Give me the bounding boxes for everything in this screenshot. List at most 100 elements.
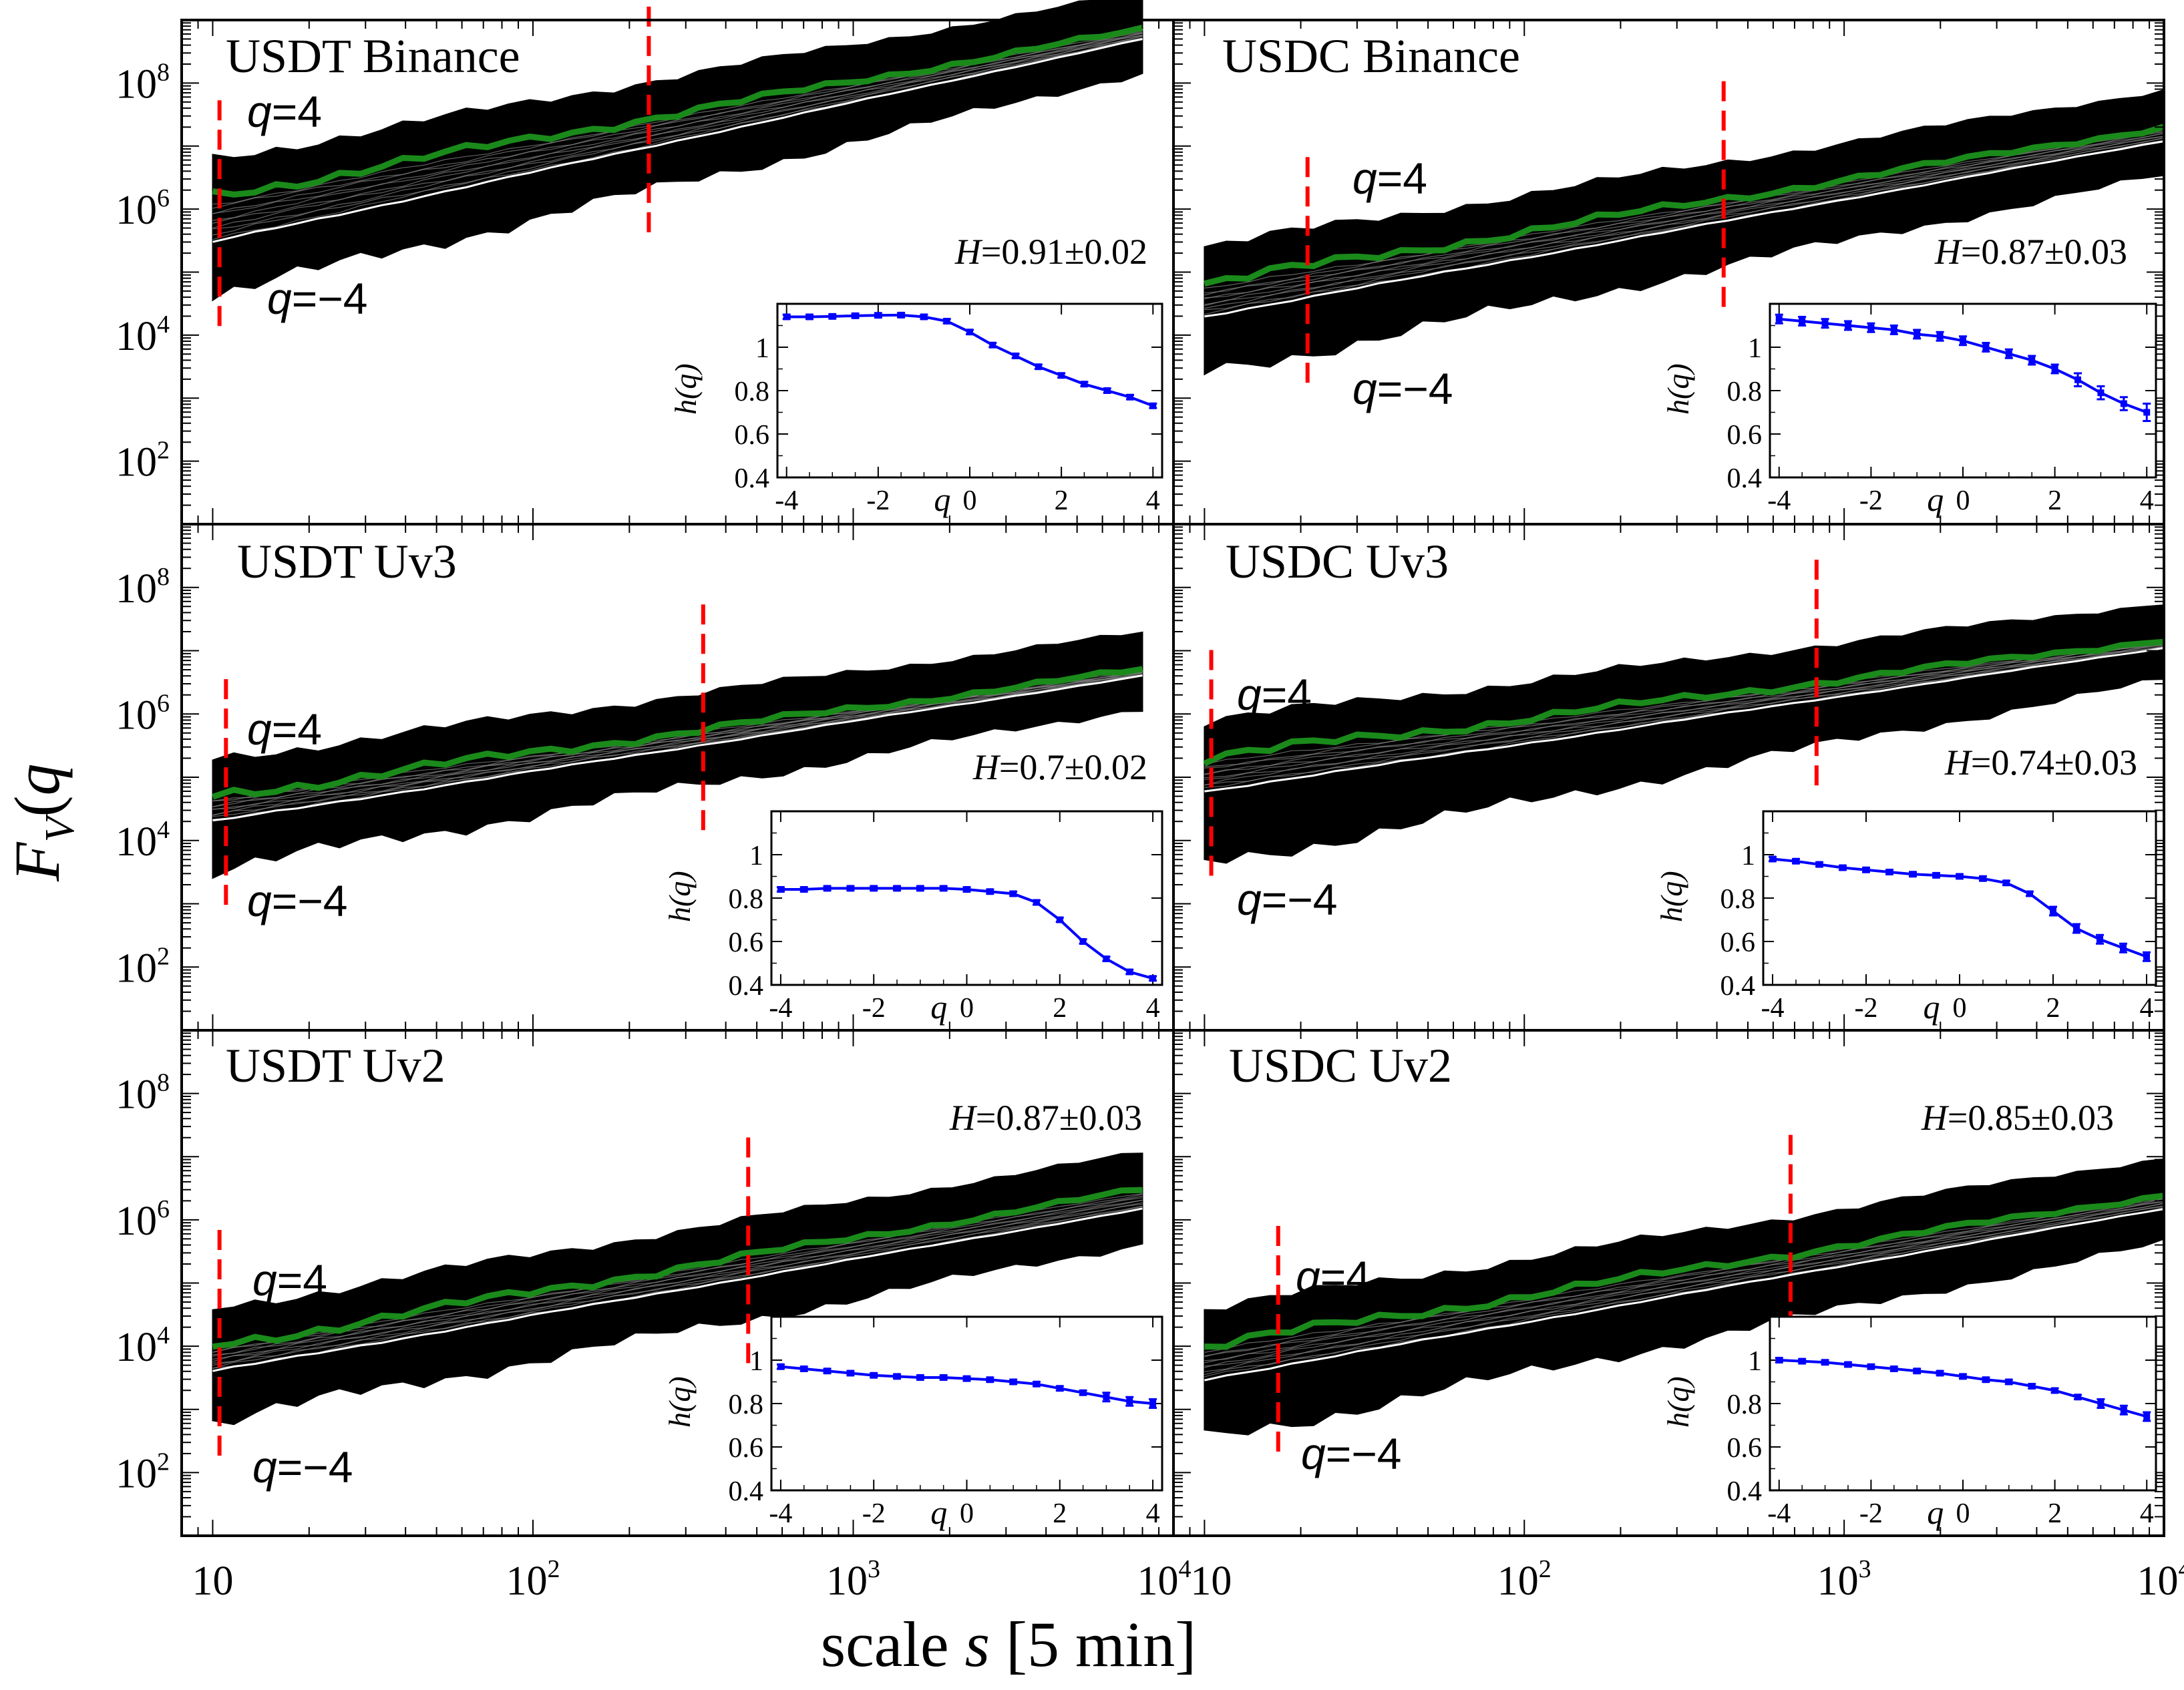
p1-inset-point — [1127, 393, 1133, 401]
p5-x-tick-label-2-exp: 3 — [868, 1555, 880, 1583]
p4-inset-x-tick-label-3: 2 — [2046, 993, 2060, 1024]
p6-inset-x-tick-label-4: 4 — [2140, 1498, 2154, 1529]
p4-q-curve-5 — [1204, 642, 2165, 775]
p3-inset-point — [940, 885, 947, 892]
p1-y-tick-label-1-exp: 4 — [157, 310, 170, 339]
p2-q-curve-7 — [1204, 132, 2165, 296]
p1-y-tick-label-3-base: 10 — [116, 61, 157, 107]
p3-y-tick-label-1-base: 10 — [116, 819, 157, 865]
p1-inset-x-tick-label-1: -2 — [866, 485, 890, 516]
x-axis-label-xlabel_var: s — [965, 1609, 990, 1680]
p5-hurst-label: H=0.87±0.03 — [949, 1098, 1142, 1138]
p4-inset-point — [2097, 935, 2103, 943]
p1-q-pos-label-value: =4 — [272, 87, 322, 136]
p1-inset-point — [898, 311, 905, 319]
svg-text:FV(q,s): FV(q,s) — [1, 761, 83, 882]
p1-inset-point — [989, 341, 996, 349]
p3-inset-point — [1079, 938, 1087, 945]
p1-inset-point — [1012, 353, 1019, 359]
p5-x-tick-label-2: 103 — [826, 1555, 880, 1604]
p2-q-pos-label-var: q — [1352, 154, 1377, 203]
p3-inset-ylabel: h(q) — [663, 871, 697, 922]
p1-inset-y-tick-label-1: 0.6 — [735, 420, 770, 451]
p4-inset-point — [1769, 855, 1776, 863]
p4-q2-line — [1204, 646, 2165, 793]
p5-y-tick-label-3-exp: 8 — [157, 1069, 170, 1097]
p6-x-tick-label-1-exp: 2 — [1539, 1555, 1552, 1583]
p2-inset-x-tick-label-0: -4 — [1767, 485, 1791, 516]
p5-y-tick-label-1-base: 10 — [116, 1325, 157, 1370]
p2-inset-ylabel: h(q) — [1661, 363, 1695, 415]
p4-inset-point — [1886, 869, 1893, 875]
p2-inset-x-tick-label-2: 0 — [1956, 485, 1970, 516]
p2-hurst-label: H=0.87±0.03 — [1934, 232, 2127, 272]
p4-inset-point — [1863, 866, 1869, 873]
ylabel-paren-open: ( — [1, 796, 73, 817]
p5-q-neg-label: q=−4 — [252, 1442, 353, 1492]
p4-inset-y-tick-label-1: 0.6 — [1720, 927, 1756, 958]
p1-inset-point — [783, 313, 790, 321]
p4-inset-x-tick-label-1: -2 — [1855, 993, 1878, 1024]
p6-q-neg-label-var: q — [1301, 1429, 1326, 1478]
p5-y-tick-label-2-base: 10 — [116, 1199, 157, 1244]
p6-inset-y-tick-label-3: 1 — [1748, 1346, 1762, 1377]
p5-inset-ylabel: h(q) — [663, 1376, 697, 1428]
p1-inset-x-tick-label-3: 2 — [1055, 485, 1069, 516]
p4-q-curve-7 — [1204, 642, 2165, 769]
p2-title: USDC Binance — [1222, 29, 1520, 83]
p1-y-tick-label-2-exp: 6 — [157, 184, 170, 212]
p3-y-tick-label-1-exp: 4 — [157, 816, 170, 844]
p2-q-curve-6 — [1204, 133, 2165, 300]
p4-q-pos-label: q=4 — [1237, 670, 1312, 719]
p1-inset-ylabel: h(q) — [669, 363, 703, 415]
p1-inset-xlabel: q — [934, 481, 950, 518]
p4-inset-x-tick-label-2: 0 — [1953, 993, 1967, 1024]
p6-title: USDC Uv2 — [1229, 1039, 1452, 1092]
p5-inset-x-tick-label-2: 0 — [960, 1498, 974, 1529]
p1-inset-point — [1035, 363, 1042, 371]
p6-inset-point — [1914, 1367, 1921, 1375]
p3-inset-point — [1103, 956, 1110, 962]
p4-inset-point — [2003, 879, 2010, 887]
p4-q-pos-label-value: =4 — [1262, 670, 1312, 719]
p3-q-neg-label: q=−4 — [247, 876, 348, 925]
p6-q-curve-5 — [1204, 1201, 2165, 1363]
p2-q-pos-label-value: =4 — [1377, 154, 1427, 203]
p5-x-tick-label-0: 10 — [192, 1558, 233, 1604]
p5-q-neg-label-value: =−4 — [277, 1442, 353, 1492]
p5-inset-point — [824, 1367, 831, 1375]
p4-inset-point — [2073, 925, 2080, 932]
p1-inset-x-tick-label-4: 4 — [1146, 485, 1160, 516]
p5-x-tick-label-3: 104 — [1137, 1555, 1192, 1604]
p2-inset-point — [2074, 376, 2082, 383]
p6-q-curve-9 — [1204, 1197, 2165, 1353]
p5-x-tick-label-3-exp: 4 — [1179, 1555, 1192, 1583]
p1-y-tick-label-0-base: 10 — [116, 440, 157, 485]
p3-y-tick-label-0-base: 10 — [116, 945, 157, 991]
p6-q-pos-label-value: =4 — [1320, 1252, 1371, 1301]
p3-inset-y-tick-label-2: 0.8 — [729, 884, 764, 915]
p4-q-curve-9 — [1204, 640, 2165, 765]
p5-y-tick-label-0-base: 10 — [116, 1451, 157, 1496]
p2-inset-point — [2005, 350, 2012, 357]
p6-q-curve-0 — [1204, 1207, 2165, 1378]
p3-q-pos-label: q=4 — [247, 704, 322, 754]
p5-y-tick-label-3: 108 — [116, 1069, 170, 1118]
p5-q-curve-2 — [212, 1203, 1143, 1366]
p6-q-curve-7 — [1204, 1198, 2165, 1357]
p1-y-tick-label-0-exp: 2 — [157, 437, 170, 465]
p6-inset-y-tick-label-1: 0.6 — [1727, 1433, 1763, 1464]
p6-inset-point — [1982, 1376, 1990, 1384]
p2-inset-point — [1775, 315, 1783, 323]
p5-x-tick-label-1: 102 — [506, 1555, 560, 1604]
p6-hurst-var: H — [1921, 1098, 1950, 1138]
p5-inset-x-tick-label-1: -2 — [862, 1498, 886, 1529]
ylabel-sub: V — [37, 813, 83, 842]
p6-inset-point — [2120, 1406, 2127, 1414]
p2-q-pos-label: q=4 — [1352, 154, 1427, 203]
p6-inset-point — [1799, 1357, 1806, 1365]
p2-q-neg-label-value: =−4 — [1377, 364, 1453, 413]
p3-inset-point — [847, 885, 854, 892]
p6-inset-xlabel: q — [1927, 1494, 1944, 1531]
p3-q-curve-3 — [212, 674, 1143, 816]
